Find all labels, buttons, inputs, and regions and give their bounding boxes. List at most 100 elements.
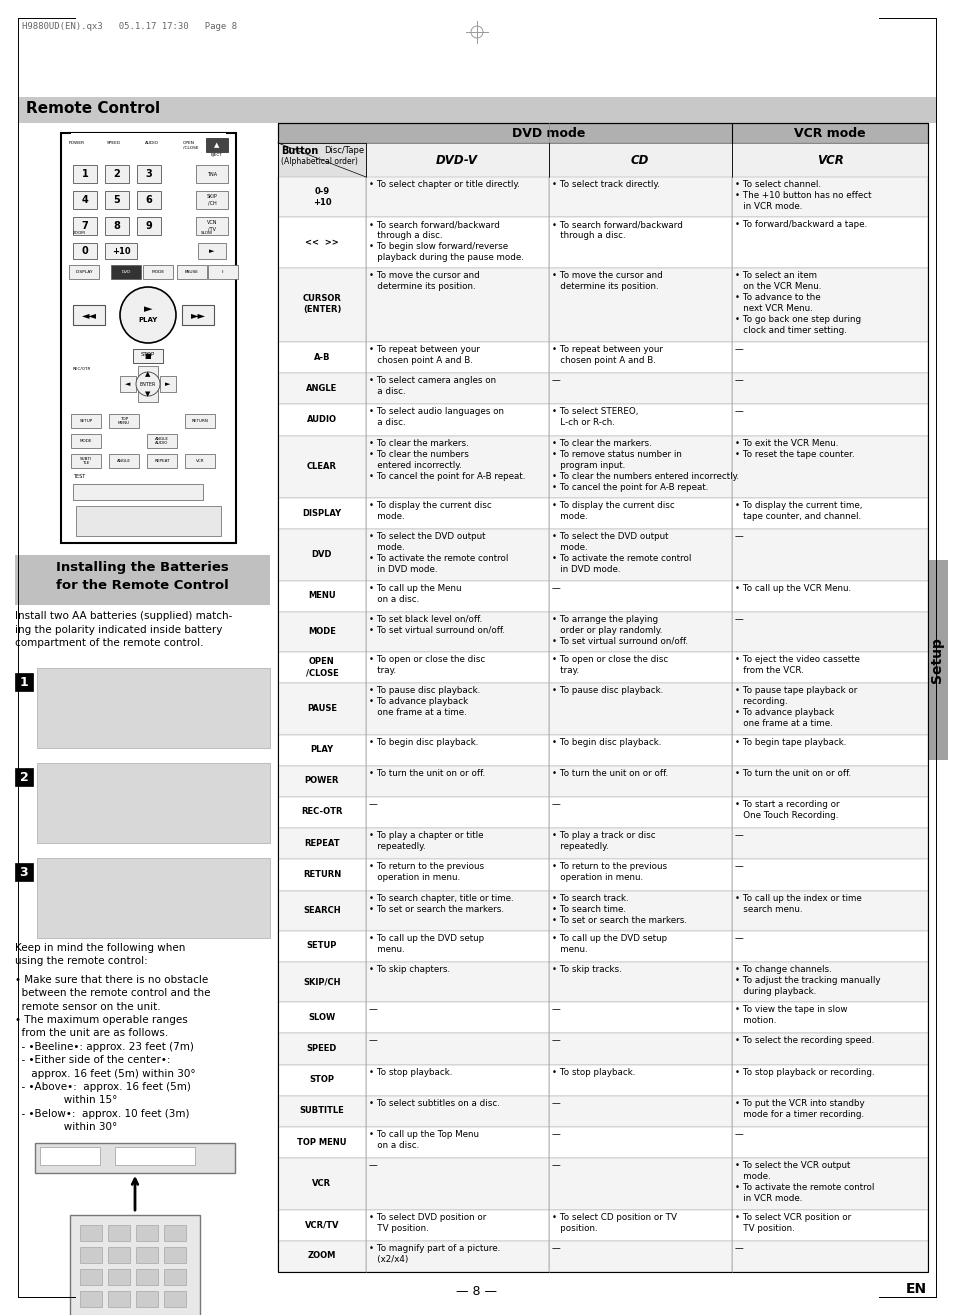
Bar — [366, 963, 548, 1002]
Circle shape — [120, 287, 175, 343]
Bar — [366, 1241, 548, 1272]
Bar — [548, 963, 731, 1002]
Text: DVD: DVD — [312, 550, 332, 559]
Bar — [195, 164, 228, 183]
Text: • To search track.
• To search time.
• To set or search the markers.: • To search track. • To search time. • T… — [552, 894, 686, 924]
Text: —: — — [552, 376, 560, 385]
Text: PAUSE: PAUSE — [307, 704, 336, 713]
Bar — [277, 405, 366, 435]
Bar — [147, 454, 177, 468]
Text: —: — — [552, 1244, 560, 1253]
Text: • To begin tape playback.: • To begin tape playback. — [734, 738, 845, 747]
Text: —: — — [552, 1036, 560, 1045]
Bar — [366, 498, 548, 530]
Text: ZOOM: ZOOM — [73, 231, 86, 235]
Bar — [366, 217, 548, 268]
Text: DVD: DVD — [121, 270, 131, 274]
Bar — [548, 890, 731, 931]
Text: SLOW: SLOW — [308, 1013, 335, 1022]
Text: —: — — [369, 800, 377, 809]
Bar — [109, 454, 139, 468]
Text: TOP
MENU: TOP MENU — [118, 417, 130, 426]
Text: MODE: MODE — [80, 439, 92, 443]
Text: PLAY: PLAY — [310, 746, 334, 753]
Text: Button: Button — [281, 146, 318, 156]
Circle shape — [136, 372, 160, 396]
Text: —: — — [734, 1130, 743, 1139]
Bar — [15, 555, 270, 605]
Text: —: — — [552, 800, 560, 809]
Bar — [277, 684, 366, 735]
Bar — [37, 857, 270, 938]
Bar — [108, 1247, 130, 1262]
Bar — [35, 1143, 234, 1173]
Bar — [277, 860, 366, 890]
Bar — [73, 217, 97, 235]
Text: STOP: STOP — [141, 352, 155, 356]
Text: • To select chapter or title directly.: • To select chapter or title directly. — [369, 180, 519, 189]
Bar — [366, 178, 548, 217]
Text: • To begin disc playback.: • To begin disc playback. — [552, 738, 660, 747]
Text: ZOOM: ZOOM — [308, 1252, 335, 1260]
Bar — [548, 530, 731, 581]
Text: • To return to the previous
   operation in menu.: • To return to the previous operation in… — [552, 863, 666, 882]
Text: REC/OTR: REC/OTR — [73, 367, 91, 371]
Bar — [731, 268, 927, 342]
Bar — [108, 1226, 130, 1241]
Text: • To arrange the playing
   order or play randomly.
• To set virtual surround on: • To arrange the playing order or play r… — [552, 615, 687, 646]
Text: SPEED: SPEED — [307, 1044, 336, 1053]
Bar — [277, 1127, 366, 1159]
Bar — [277, 828, 366, 860]
Bar — [731, 684, 927, 735]
Bar — [147, 434, 177, 448]
Text: • To turn the unit on or off.: • To turn the unit on or off. — [734, 769, 850, 777]
Bar — [277, 217, 366, 268]
Bar — [366, 143, 548, 178]
Text: REC-OTR: REC-OTR — [301, 807, 342, 817]
Text: —: — — [552, 1005, 560, 1014]
Text: 1: 1 — [20, 676, 29, 689]
Text: —: — — [552, 584, 560, 593]
Bar — [731, 435, 927, 498]
Bar — [73, 484, 203, 500]
Bar — [731, 611, 927, 652]
Text: ANGLE
AUDIO: ANGLE AUDIO — [154, 437, 169, 446]
Bar — [277, 268, 366, 342]
Bar — [108, 1291, 130, 1307]
Bar — [277, 124, 927, 1272]
Text: ■: ■ — [145, 352, 152, 359]
Text: for the Remote Control: for the Remote Control — [55, 579, 228, 592]
Text: <<  >>: << >> — [305, 238, 338, 247]
Text: ►: ► — [209, 249, 214, 254]
Bar — [73, 243, 97, 259]
Text: • To call up the VCR Menu.: • To call up the VCR Menu. — [734, 584, 850, 593]
Bar — [731, 860, 927, 890]
Bar — [109, 414, 139, 427]
Bar — [548, 1159, 731, 1210]
Bar — [548, 1241, 731, 1272]
Bar — [548, 498, 731, 530]
Text: RETURN: RETURN — [192, 419, 208, 423]
Bar — [366, 405, 548, 435]
Text: VCR mode: VCR mode — [793, 126, 865, 139]
Bar — [105, 164, 129, 183]
Text: • To eject the video cassette
   from the VCR.: • To eject the video cassette from the V… — [734, 655, 859, 675]
Text: —: — — [734, 615, 743, 623]
Bar — [136, 1247, 158, 1262]
Text: • To set black level on/off.
• To set virtual surround on/off.: • To set black level on/off. • To set vi… — [369, 615, 504, 635]
Bar — [277, 1034, 366, 1065]
Bar — [277, 498, 366, 530]
Bar — [138, 366, 158, 381]
Text: • To magnify part of a picture.
   (x2/x4): • To magnify part of a picture. (x2/x4) — [369, 1244, 499, 1264]
Bar — [731, 1159, 927, 1210]
Text: SEARCH: SEARCH — [303, 906, 340, 915]
Text: SETUP: SETUP — [79, 419, 92, 423]
Text: • To select STEREO,
   L-ch or R-ch.: • To select STEREO, L-ch or R-ch. — [552, 408, 638, 427]
Bar — [37, 668, 270, 748]
Bar — [277, 765, 366, 797]
Bar — [208, 266, 237, 279]
Bar — [731, 143, 927, 178]
Bar — [731, 828, 927, 860]
Text: OPEN
/CLOSE: OPEN /CLOSE — [183, 141, 198, 150]
Bar — [277, 143, 927, 178]
